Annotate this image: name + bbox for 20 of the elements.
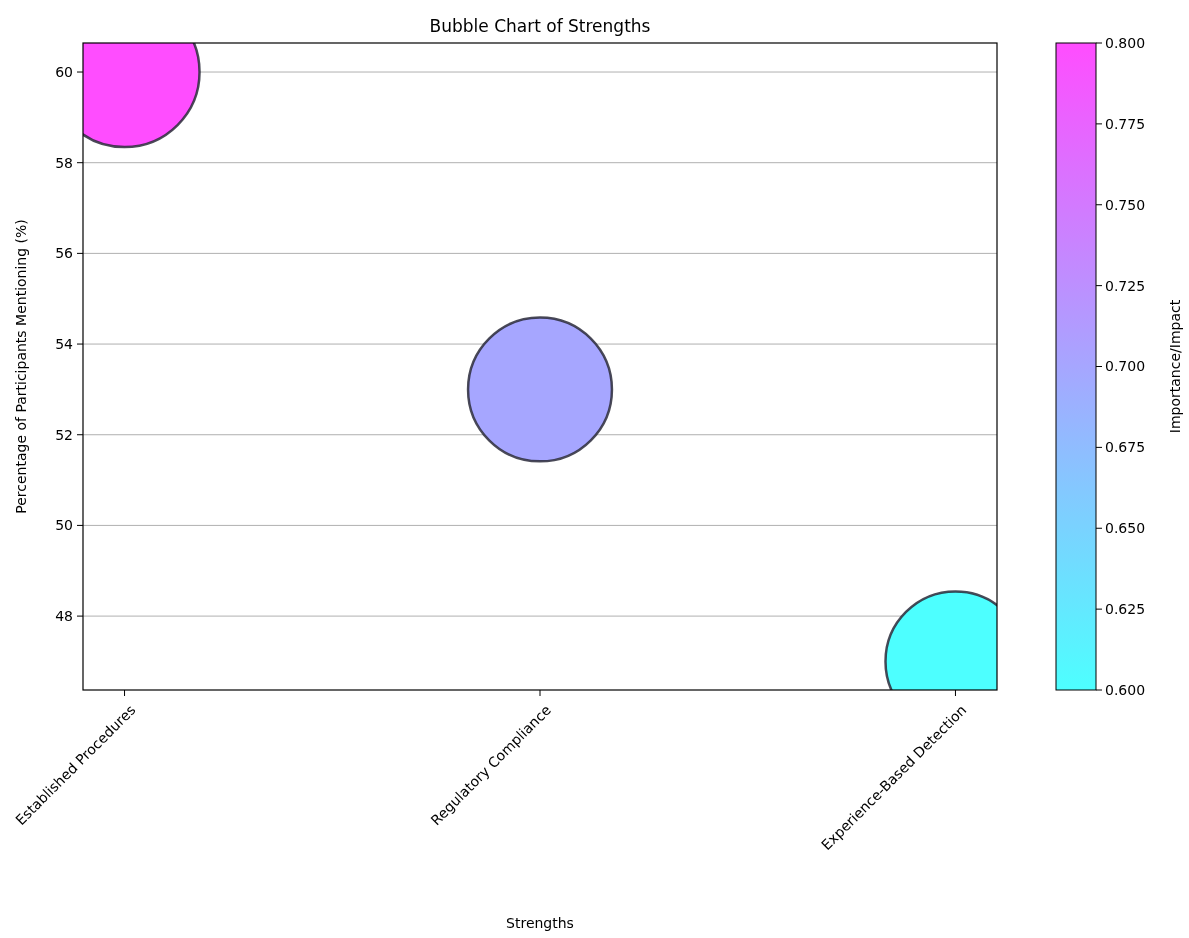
color-bar-label: 0.675 bbox=[1105, 439, 1146, 456]
y-tick-label: 52 bbox=[55, 426, 73, 443]
y-tick-label: 54 bbox=[55, 335, 74, 352]
color-bar-label: 0.600 bbox=[1105, 681, 1146, 698]
y-tick-label: 50 bbox=[55, 517, 73, 534]
x-axis-title: Strengths bbox=[506, 915, 574, 931]
color-bar-label: 0.775 bbox=[1105, 115, 1146, 132]
color-bar-label: 0.725 bbox=[1105, 277, 1146, 294]
color-bar-label: 0.625 bbox=[1105, 601, 1146, 618]
chart-title: Bubble Chart of Strengths bbox=[429, 16, 651, 36]
y-tick-label: 58 bbox=[55, 154, 73, 171]
color-bar-title: Importance/Impact bbox=[1167, 299, 1183, 434]
y-tick-label: 60 bbox=[55, 63, 73, 80]
y-axis-title: Percentage of Participants Mentioning (%) bbox=[13, 219, 29, 514]
color-bar-label: 0.750 bbox=[1105, 196, 1146, 213]
color-bar-label: 0.650 bbox=[1105, 520, 1146, 537]
color-bar-label: 0.700 bbox=[1105, 358, 1146, 375]
y-tick-label: 56 bbox=[55, 245, 74, 262]
color-bar-label: 0.800 bbox=[1105, 34, 1146, 51]
y-tick-label: 48 bbox=[55, 608, 73, 624]
